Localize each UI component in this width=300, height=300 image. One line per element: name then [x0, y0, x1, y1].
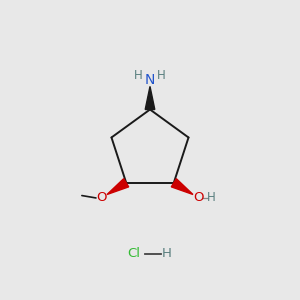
Text: H: H [157, 69, 166, 82]
Text: Cl: Cl [127, 247, 140, 260]
Text: O: O [96, 191, 106, 205]
Polygon shape [107, 179, 129, 194]
Text: O: O [194, 191, 204, 205]
Polygon shape [145, 86, 155, 110]
Text: H: H [207, 191, 216, 205]
Text: H: H [134, 69, 143, 82]
Text: N: N [145, 73, 155, 86]
Text: H: H [162, 247, 171, 260]
Polygon shape [171, 179, 193, 194]
